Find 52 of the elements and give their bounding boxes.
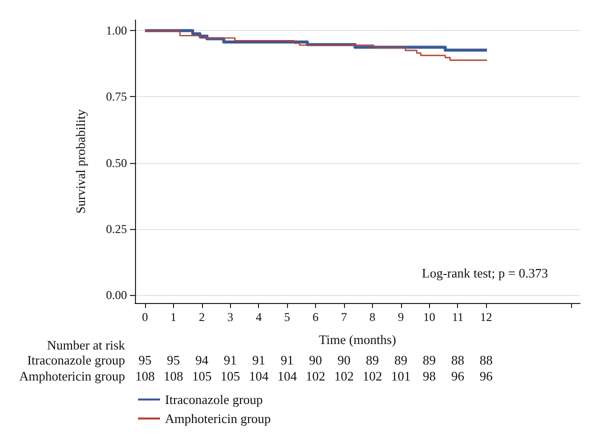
text: 105 [192,368,212,384]
text: 95 [138,352,152,368]
text: 89 [394,352,408,368]
text: 88 [480,352,493,368]
text: 91 [252,352,266,368]
text: 104 [277,368,298,384]
text: 95 [166,352,180,368]
text: 108 [135,368,155,384]
text: Number at risk [47,338,126,352]
text: Itraconazole group [27,352,125,368]
y-axis-title: Survival probability [73,108,88,214]
legend-label: Amphotericin group [165,411,271,426]
text: 96 [480,368,494,384]
annotation: Log-rank test; p = 0.373 [422,266,548,280]
x-tick-label: 7 [340,310,347,324]
text: 101 [391,368,411,384]
x-tick-label: 11 [452,310,464,324]
x-tick-label: 8 [369,310,376,324]
y-tick-label: 0.00 [106,288,127,302]
text: 105 [220,368,240,384]
text: 104 [248,368,269,384]
x-tick-label: 9 [398,310,404,324]
x-tick-label: 6 [312,310,319,324]
text: 90 [337,352,350,368]
y-tick-label: 0.50 [106,156,127,170]
x-axis-title: Time (months) [318,332,396,347]
text: 108 [164,368,184,384]
text: 96 [451,368,465,384]
x-tick-label: 0 [142,310,148,324]
x-tick-label: 4 [256,310,262,324]
text: 90 [309,352,322,368]
x-tick-label: 3 [227,310,234,324]
x-tick-label: 12 [480,310,492,324]
legend-label: Itraconazole group [165,392,263,407]
x-tick-label: 10 [423,310,436,324]
x-tick-label: 5 [284,310,290,324]
y-tick-label: 1.00 [106,24,127,38]
y-tick-label: 0.75 [106,90,127,104]
text: 89 [422,352,436,368]
text: 102 [334,368,354,384]
text: Amphotericin group [19,368,125,384]
text: 98 [422,368,436,384]
text: 91 [280,352,294,368]
text: 94 [195,352,209,368]
x-tick-label: 1 [170,310,176,324]
y-tick-label: 0.25 [106,222,127,236]
x-tick-label: 2 [198,310,205,324]
text: 102 [362,368,382,384]
text: 88 [451,352,464,368]
text: 89 [366,352,379,368]
text: 91 [224,352,237,368]
text: 102 [306,368,326,384]
